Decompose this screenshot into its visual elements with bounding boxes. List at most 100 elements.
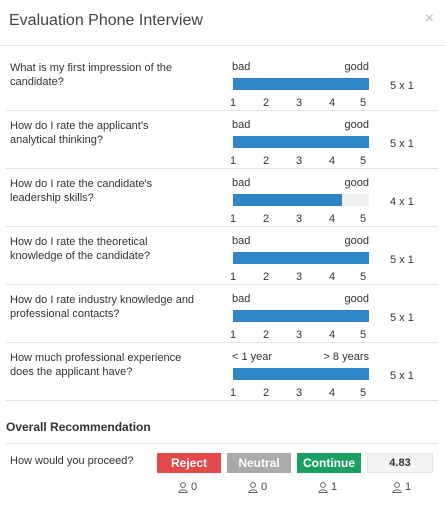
rating-bar-track[interactable] — [233, 368, 369, 380]
question-text: What is my first impression of the candi… — [10, 62, 172, 88]
scale-high-label: > 8 years — [323, 351, 369, 363]
rating-bar-fill — [233, 136, 369, 148]
scale-tick[interactable]: 5 — [359, 155, 367, 167]
neutral-button[interactable]: Neutral — [227, 453, 291, 473]
scale-tick[interactable]: 4 — [328, 387, 336, 399]
user-icon — [318, 481, 328, 493]
scale-tick[interactable]: 4 — [328, 155, 336, 167]
question-text: How do I rate industry knowledge and pro… — [10, 294, 195, 320]
scale-low-label: < 1 year — [232, 351, 273, 363]
scale-tick[interactable]: 4 — [328, 97, 336, 109]
rating-bar-track[interactable] — [233, 252, 369, 264]
scale-low-label: bad — [232, 235, 251, 247]
question-row: What is my first impression of the candi… — [6, 53, 438, 111]
scale-ticks: 1 2 3 4 5 — [227, 97, 369, 111]
neutral-vote-count: 0 — [261, 481, 268, 493]
modal-title: Evaluation Phone Interview — [9, 12, 203, 29]
scale-tick[interactable]: 5 — [359, 213, 367, 225]
user-icon — [178, 481, 188, 493]
scale-tick[interactable]: 2 — [262, 329, 270, 341]
question-score: 5 x 1 — [390, 370, 414, 382]
rating-scale[interactable]: bad good 1 2 3 4 5 — [227, 235, 369, 285]
question-score: 5 x 1 — [390, 80, 414, 92]
question-row: How do I rate industry knowledge and pro… — [6, 285, 438, 343]
scale-tick[interactable]: 4 — [328, 271, 336, 283]
question-score: 5 x 1 — [390, 254, 414, 266]
rating-bar-track[interactable] — [233, 136, 369, 148]
scale-tick[interactable]: 3 — [295, 97, 303, 109]
rating-scale[interactable]: < 1 year > 8 years 1 2 3 4 5 — [227, 351, 369, 401]
question-score: 4 x 1 — [390, 196, 414, 208]
scale-low-label: bad — [232, 119, 251, 131]
scale-tick[interactable]: 1 — [229, 329, 237, 341]
rating-scale[interactable]: bad godd 1 2 3 4 5 — [227, 61, 369, 111]
scale-tick[interactable]: 3 — [295, 387, 303, 399]
total-score: 4.83 — [367, 453, 433, 473]
scale-tick[interactable]: 1 — [229, 271, 237, 283]
scale-tick[interactable]: 1 — [229, 97, 237, 109]
close-icon[interactable]: × — [424, 10, 434, 27]
scale-ticks: 1 2 3 4 5 — [227, 271, 369, 285]
scale-low-label: bad — [232, 61, 251, 73]
scale-tick[interactable]: 1 — [229, 155, 237, 167]
rating-scale[interactable]: bad good 1 2 3 4 5 — [227, 119, 369, 169]
question-text: How do I rate the applicant's analytical… — [10, 120, 149, 146]
scale-ticks: 1 2 3 4 5 — [227, 213, 369, 227]
scale-tick[interactable]: 2 — [262, 155, 270, 167]
scale-ticks: 1 2 3 4 5 — [227, 329, 369, 343]
scale-tick[interactable]: 2 — [262, 387, 270, 399]
scale-ticks: 1 2 3 4 5 — [227, 155, 369, 169]
reject-vote-count: 0 — [191, 481, 198, 493]
question-score: 5 x 1 — [390, 138, 414, 150]
question-row: How do I rate the theoretical knowledge … — [6, 227, 438, 285]
question-text: How do I rate the theoretical knowledge … — [10, 236, 151, 262]
scale-high-label: good — [344, 119, 369, 131]
overall-recommendation-row: How would you proceed? Reject Neutral Co… — [6, 443, 438, 477]
scale-tick[interactable]: 5 — [359, 387, 367, 399]
scale-tick[interactable]: 2 — [262, 97, 270, 109]
total-votes: 1 — [392, 481, 411, 493]
reject-votes: 0 — [178, 481, 197, 493]
question-score: 5 x 1 — [390, 312, 414, 324]
question-row: How much professional experience does th… — [6, 343, 438, 401]
scale-tick[interactable]: 1 — [229, 213, 237, 225]
question-text: How do I rate the candidate's leadership… — [10, 178, 153, 204]
continue-vote-count: 1 — [331, 481, 338, 493]
rating-bar-fill — [233, 194, 342, 206]
scale-ticks: 1 2 3 4 5 — [227, 387, 369, 401]
scale-tick[interactable]: 3 — [295, 155, 303, 167]
scale-tick[interactable]: 3 — [295, 271, 303, 283]
rating-bar-track[interactable] — [233, 194, 369, 206]
modal-header: Evaluation Phone Interview × — [0, 0, 445, 46]
user-icon — [392, 481, 402, 493]
scale-tick[interactable]: 4 — [328, 213, 336, 225]
rating-bar-fill — [233, 252, 369, 264]
question-row: How do I rate the applicant's analytical… — [6, 111, 438, 169]
scale-high-label: good — [344, 293, 369, 305]
scale-tick[interactable]: 4 — [328, 329, 336, 341]
rating-bar-fill — [233, 368, 369, 380]
scale-tick[interactable]: 1 — [229, 387, 237, 399]
scale-low-label: bad — [232, 177, 251, 189]
scale-tick[interactable]: 2 — [262, 271, 270, 283]
rating-bar-track[interactable] — [233, 310, 369, 322]
continue-button[interactable]: Continue — [297, 453, 361, 473]
vote-counts: 0 0 1 1 — [6, 481, 438, 497]
rating-bar-fill — [233, 310, 369, 322]
reject-button[interactable]: Reject — [157, 453, 221, 473]
scale-high-label: godd — [344, 61, 369, 73]
rating-bar-track[interactable] — [233, 78, 369, 90]
scale-tick[interactable]: 3 — [295, 329, 303, 341]
scale-high-label: good — [344, 235, 369, 247]
scale-tick[interactable]: 5 — [359, 329, 367, 341]
scale-tick[interactable]: 5 — [359, 271, 367, 283]
overall-recommendation-title: Overall Recommendation — [6, 420, 151, 434]
scale-tick[interactable]: 5 — [359, 97, 367, 109]
rating-scale[interactable]: bad good 1 2 3 4 5 — [227, 293, 369, 343]
rating-scale[interactable]: bad good 1 2 3 4 5 — [227, 177, 369, 227]
scale-tick[interactable]: 2 — [262, 213, 270, 225]
scale-tick[interactable]: 3 — [295, 213, 303, 225]
scale-high-label: good — [344, 177, 369, 189]
question-text: How much professional experience does th… — [10, 352, 182, 378]
